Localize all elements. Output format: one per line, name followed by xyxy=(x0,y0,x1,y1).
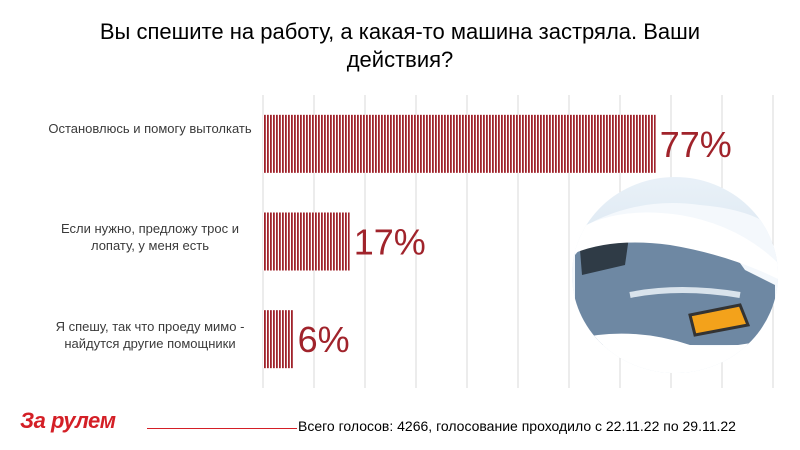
category-label-2: Я спешу, так что проеду мимо - найдутся … xyxy=(55,319,245,351)
snowy-car-photo xyxy=(572,177,778,373)
value-label-1: 17% xyxy=(354,222,426,263)
footer-divider xyxy=(147,428,297,429)
footer-note: Всего голосов: 4266, голосование проходи… xyxy=(298,418,736,434)
category-label-0: Остановлюсь и помогу вытолкать xyxy=(48,121,252,136)
bar-2 xyxy=(263,310,294,369)
bar-1 xyxy=(263,212,350,271)
category-label-1: Если нужно, предложу трос и лопату, у ме… xyxy=(61,221,239,253)
value-label-2: 6% xyxy=(298,319,350,360)
value-label-0: 77% xyxy=(660,124,732,165)
chart-title: Вы спешите на работу, а какая-то машина … xyxy=(99,19,701,72)
brand-logo: За рулем xyxy=(20,408,116,433)
bar-0 xyxy=(263,114,656,173)
